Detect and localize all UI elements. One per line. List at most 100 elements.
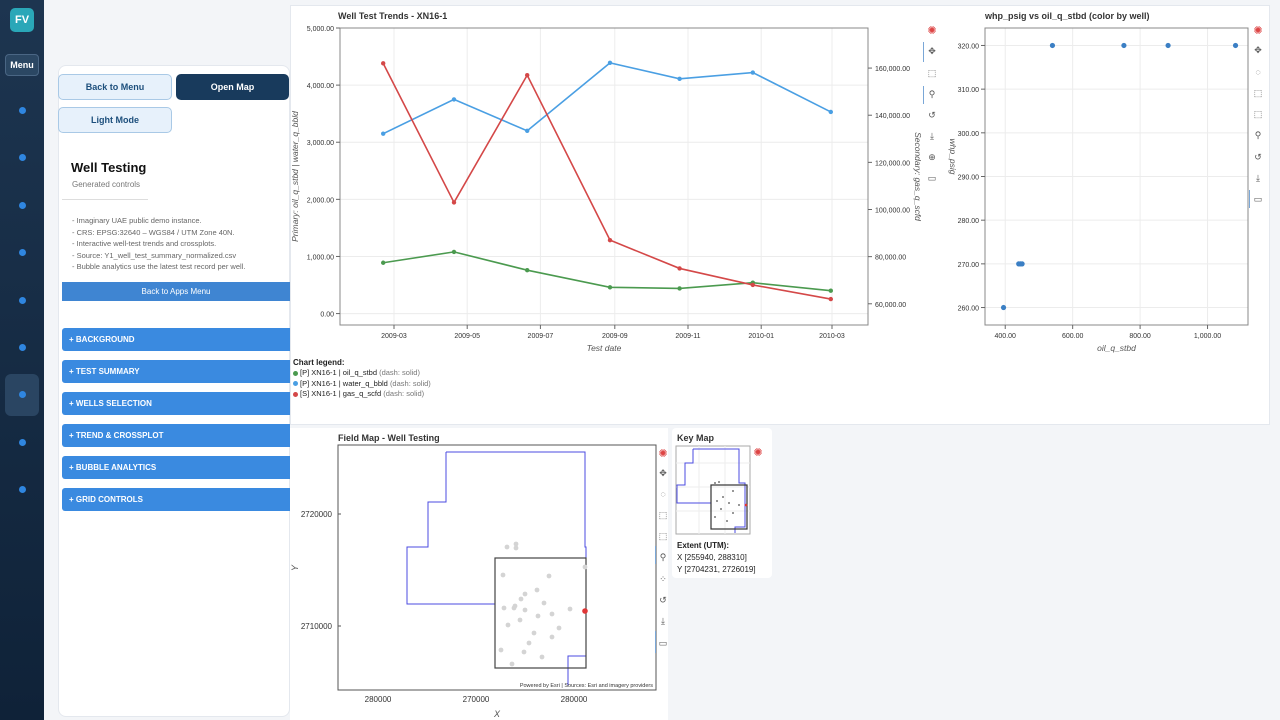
bokeh-logo-icon: ✺: [927, 25, 937, 37]
pan-tool-icon[interactable]: ✥: [1254, 45, 1262, 55]
tap-tool-icon[interactable]: ⁘: [659, 574, 667, 584]
well-point[interactable]: [546, 573, 552, 579]
well-point[interactable]: [522, 591, 528, 597]
box-zoom-tool-icon[interactable]: ⬚: [658, 510, 668, 520]
section-grid-controls[interactable]: + GRID CONTROLS: [62, 488, 290, 511]
well-point[interactable]: [526, 640, 532, 646]
section-wells-selection[interactable]: + WELLS SELECTION: [62, 392, 290, 415]
key-map-well: [732, 512, 734, 514]
well-point[interactable]: [541, 600, 547, 606]
wheel-zoom-tool-icon[interactable]: ⚲: [1254, 130, 1262, 140]
crosshair-tool-icon[interactable]: ⊕: [928, 152, 936, 162]
back-to-apps-button[interactable]: Back to Apps Menu: [62, 282, 290, 301]
well-point[interactable]: [539, 654, 545, 660]
pan-tool-icon[interactable]: ✥: [659, 468, 667, 478]
well-point[interactable]: [501, 605, 507, 611]
wheel-zoom-tool-icon[interactable]: ⚲: [928, 89, 936, 99]
box-select-tool-icon[interactable]: ⬚: [658, 531, 668, 541]
hover-tool-icon[interactable]: ▭: [658, 638, 668, 648]
box-select-tool-icon[interactable]: ⬚: [1253, 109, 1263, 119]
save-tool-icon[interactable]: ⤓: [661, 616, 665, 626]
hover-tool-icon[interactable]: ▭: [927, 173, 937, 183]
y2-axis-label: Secondary: gas_q_scfd: [913, 132, 923, 221]
nav-dot-icon[interactable]: [19, 107, 26, 114]
bokeh-logo-icon: ✺: [753, 447, 763, 459]
well-point[interactable]: [511, 605, 517, 611]
save-tool-icon[interactable]: ⤓: [930, 131, 934, 141]
save-tool-icon[interactable]: ⤓: [1256, 173, 1260, 183]
section-background[interactable]: + BACKGROUND: [62, 328, 290, 351]
field-boundary: [446, 451, 587, 685]
pan-tool-icon[interactable]: ✥: [928, 46, 936, 56]
y-axis-label: Primary: oil_q_stbd | water_q_bbld: [290, 111, 300, 242]
back-to-menu-button[interactable]: Back to Menu: [58, 74, 172, 100]
app-logo: FV: [10, 8, 34, 32]
reset-tool-icon[interactable]: ↺: [1254, 152, 1262, 162]
legend-swatch: [293, 381, 298, 387]
box-zoom-tool-icon[interactable]: ⬚: [927, 68, 937, 78]
x-tick-label: 2010-03: [819, 333, 845, 340]
well-point[interactable]: [500, 572, 506, 578]
box-zoom-tool-icon[interactable]: ⬚: [1253, 88, 1263, 98]
nav-dot-icon[interactable]: [19, 391, 26, 398]
lasso-tool-icon[interactable]: ◌: [660, 489, 666, 499]
nav-rail: FV Menu: [0, 0, 44, 720]
nav-dot-icon[interactable]: [19, 297, 26, 304]
well-point[interactable]: [498, 647, 504, 653]
map-x-tick: 270000: [463, 695, 490, 704]
well-point[interactable]: [521, 649, 527, 655]
y2-tick-label: 60,000.00: [875, 302, 906, 309]
controls-panel: [58, 65, 290, 717]
well-point[interactable]: [517, 617, 523, 623]
x-tick-label: 1,000.00: [1194, 333, 1221, 340]
map-attribution: Powered by Esri | Sources: Esri and imag…: [520, 683, 653, 689]
well-point[interactable]: [518, 596, 524, 602]
well-point[interactable]: [556, 625, 562, 631]
hover-tool-icon[interactable]: ▭: [1253, 194, 1263, 204]
wheel-zoom-tool-icon[interactable]: ⚲: [659, 552, 667, 562]
well-point[interactable]: [509, 661, 515, 667]
well-point[interactable]: [534, 587, 540, 593]
reset-tool-icon[interactable]: ↺: [659, 595, 667, 605]
well-point[interactable]: [513, 545, 519, 551]
well-point[interactable]: [582, 564, 588, 570]
legend-title: Chart legend:: [293, 358, 345, 367]
well-point[interactable]: [549, 611, 555, 617]
nav-dot-icon[interactable]: [19, 154, 26, 161]
open-map-button[interactable]: Open Map: [176, 74, 289, 100]
well-point[interactable]: [549, 634, 555, 640]
well-point[interactable]: [567, 606, 573, 612]
series-point-gas_q_scfd: [750, 282, 755, 288]
key-map[interactable]: [675, 445, 751, 535]
lasso-tool-icon[interactable]: ◌: [1255, 67, 1261, 77]
key-map-well: [716, 500, 718, 502]
well-point[interactable]: [522, 607, 528, 613]
well-points[interactable]: [498, 541, 588, 667]
reset-tool-icon[interactable]: ↺: [928, 110, 936, 120]
well-point[interactable]: [531, 630, 537, 636]
light-mode-button[interactable]: Light Mode: [58, 107, 172, 133]
well-point[interactable]: [513, 541, 519, 547]
well-point[interactable]: [505, 622, 511, 628]
y2-tick-label: 160,000.00: [875, 66, 910, 73]
selected-well-point[interactable]: [582, 608, 588, 614]
nav-dot-icon[interactable]: [19, 249, 26, 256]
nav-dot-icon[interactable]: [19, 202, 26, 209]
menu-button[interactable]: Menu: [5, 54, 39, 76]
section-trend-crossplot[interactable]: + TREND & CROSSPLOT: [62, 424, 290, 447]
nav-dot-icon[interactable]: [19, 486, 26, 493]
series-point-water_q_bbld: [677, 76, 682, 82]
legend-label: [P] XN16-1 | oil_q_stbd: [300, 368, 377, 377]
well-point[interactable]: [504, 544, 510, 550]
nav-dot-icon[interactable]: [19, 344, 26, 351]
key-map-well: [726, 520, 728, 522]
field-map[interactable]: 2720000 2710000 280000 270000 280000 X Y…: [290, 440, 662, 720]
charts-panel: [290, 5, 1270, 425]
section-bubble-analytics[interactable]: + BUBBLE ANALYTICS: [62, 456, 290, 479]
key-map-well: [718, 481, 720, 483]
well-point[interactable]: [535, 613, 541, 619]
nav-dot-icon[interactable]: [19, 439, 26, 446]
y-tick-label: 0.00: [320, 312, 334, 319]
section-test-summary[interactable]: + TEST SUMMARY: [62, 360, 290, 383]
key-map-extent: [710, 484, 748, 530]
